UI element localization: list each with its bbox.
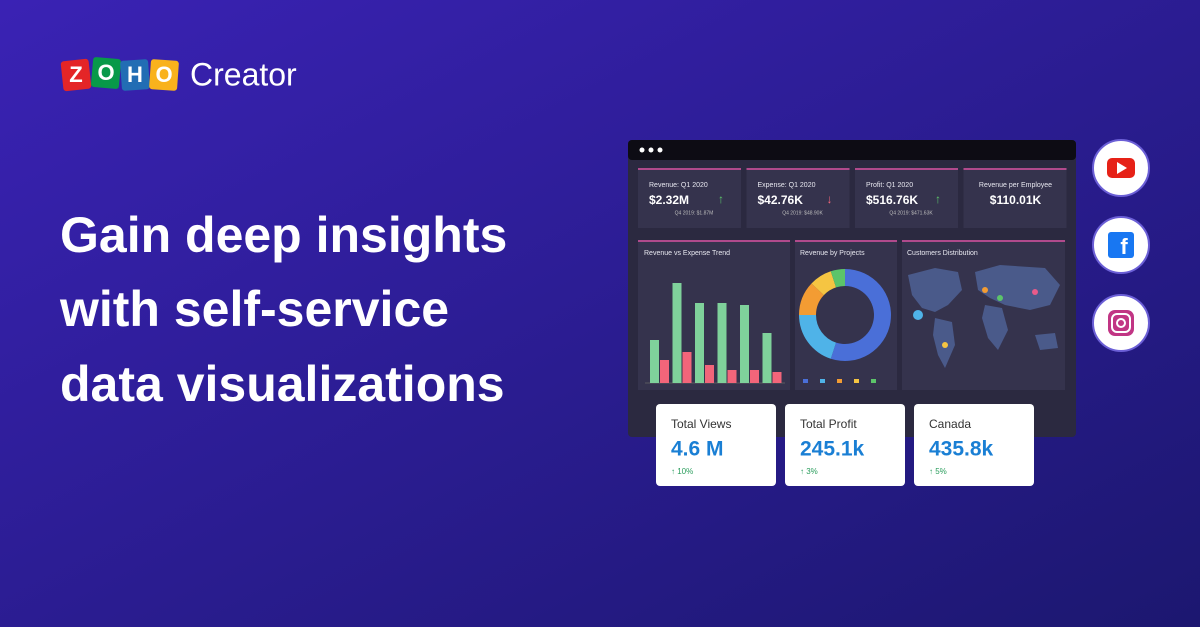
kpi-value: $516.76K bbox=[866, 193, 918, 207]
bar bbox=[682, 352, 692, 383]
kpi-label: Expense: Q1 2020 bbox=[758, 182, 816, 189]
panel-title: Customers Distribution bbox=[907, 250, 978, 257]
title-bar bbox=[628, 140, 1076, 160]
kpi-previous: Q4 2019: $471.63K bbox=[889, 210, 933, 216]
logo-letter: O bbox=[97, 60, 114, 85]
kpi-value: $110.01K bbox=[990, 193, 1042, 207]
card-value: 245.1k bbox=[800, 438, 865, 461]
card-value: 4.6 M bbox=[671, 438, 724, 461]
kpi-accent bbox=[855, 168, 958, 170]
kpi-panel bbox=[746, 168, 850, 228]
kpi-accent bbox=[638, 168, 741, 170]
kpi-trend: ↓ bbox=[827, 192, 833, 206]
legend-swatch bbox=[803, 379, 808, 383]
social-icons: f bbox=[1092, 139, 1150, 352]
kpi-previous: Q4 2019: $48.90K bbox=[782, 210, 823, 216]
logo-letter: Z bbox=[69, 62, 82, 87]
panel-title: Revenue by Projects bbox=[800, 250, 865, 257]
kpi-panel bbox=[963, 168, 1067, 228]
headline: Gain deep insights bbox=[60, 207, 507, 263]
donut-segment bbox=[811, 271, 837, 296]
bar bbox=[750, 370, 759, 383]
donut-segment bbox=[830, 269, 892, 361]
bar bbox=[705, 365, 714, 383]
legend-swatch bbox=[854, 379, 859, 383]
panel-title: Revenue vs Expense Trend bbox=[644, 250, 730, 257]
stat-card bbox=[656, 404, 776, 486]
card-change: ↑ 10% bbox=[671, 467, 693, 476]
bar bbox=[650, 340, 659, 383]
legend-swatch bbox=[837, 379, 842, 383]
kpi-label: Profit: Q1 2020 bbox=[866, 182, 913, 189]
product-name: Creator bbox=[190, 56, 297, 92]
stat-card bbox=[785, 404, 905, 486]
kpi-label: Revenue per Employee bbox=[979, 182, 1052, 189]
bar bbox=[717, 303, 727, 383]
stat-card bbox=[914, 404, 1034, 486]
bar bbox=[740, 305, 749, 383]
headline: with self-service bbox=[59, 281, 449, 337]
kpi-accent bbox=[963, 168, 1067, 170]
card-label: Total Views bbox=[671, 417, 731, 431]
donut-segment bbox=[799, 315, 837, 359]
kpi-label: Revenue: Q1 2020 bbox=[649, 182, 708, 189]
logo-letter: O bbox=[155, 62, 172, 87]
logo-letter: H bbox=[127, 62, 143, 87]
svg-text:f: f bbox=[1120, 234, 1128, 259]
kpi-trend: ↑ bbox=[718, 192, 724, 206]
kpi-panel bbox=[638, 168, 741, 228]
card-change: ↑ 5% bbox=[929, 467, 947, 476]
legend-swatch bbox=[871, 379, 876, 383]
card-label: Canada bbox=[929, 417, 971, 431]
logo: Z O H O Creator bbox=[60, 56, 297, 92]
bar bbox=[772, 372, 782, 383]
kpi-value: $42.76K bbox=[758, 193, 804, 207]
bar bbox=[695, 303, 704, 383]
kpi-value: $2.32M bbox=[649, 193, 689, 207]
bar bbox=[762, 333, 772, 383]
card-label: Total Profit bbox=[800, 417, 857, 431]
headline: data visualizations bbox=[60, 356, 505, 412]
bar bbox=[727, 370, 737, 383]
world-map bbox=[908, 265, 1060, 368]
card-change: ↑ 3% bbox=[800, 467, 818, 476]
legend-swatch bbox=[820, 379, 825, 383]
kpi-trend: ↑ bbox=[935, 192, 941, 206]
dashboard: Revenue: Q1 2020 $2.32M ↑ Q4 2019: $1.87M Ex… bbox=[628, 140, 1076, 437]
kpi-previous: Q4 2019: $1.87M bbox=[675, 210, 714, 216]
kpi-accent bbox=[746, 168, 850, 170]
kpi-panel bbox=[855, 168, 958, 228]
donut-segment bbox=[799, 283, 824, 315]
donut-segment bbox=[830, 269, 845, 288]
bar bbox=[672, 283, 682, 383]
bar bbox=[660, 360, 669, 383]
card-value: 435.8k bbox=[929, 438, 994, 461]
